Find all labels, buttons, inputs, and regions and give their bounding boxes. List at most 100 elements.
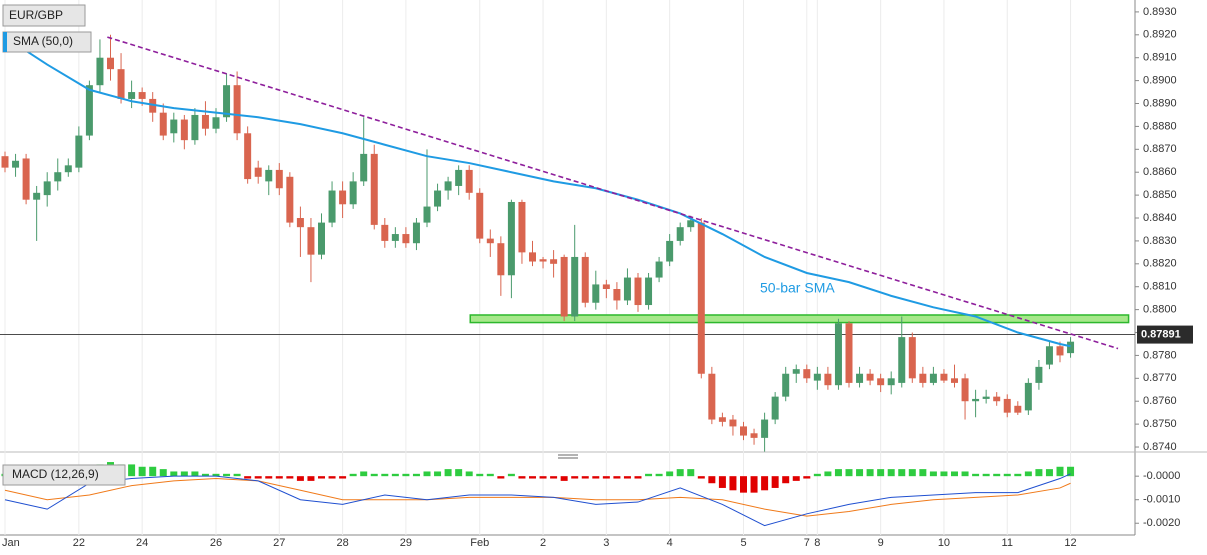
y-tick-label: 0.8810: [1143, 281, 1177, 293]
macd-histogram-bar: [581, 476, 589, 479]
macd-histogram-bar: [318, 476, 325, 479]
macd-histogram-bar: [307, 476, 315, 481]
candle-body: [265, 169, 273, 182]
macd-histogram-bar: [223, 473, 231, 477]
macd-histogram-bar: [539, 476, 547, 479]
candle-body: [349, 181, 357, 205]
candle-body: [771, 396, 779, 420]
candle-body: [623, 277, 631, 301]
x-tick-label: 2: [540, 537, 546, 549]
macd-histogram-bar: [645, 473, 653, 477]
y-tick-label: 0.8930: [1143, 6, 1177, 18]
macd-histogram-bar: [824, 471, 832, 477]
macd-histogram-bar: [929, 471, 937, 477]
candle-body: [12, 160, 20, 168]
candle-body: [908, 337, 916, 379]
candle-body: [518, 201, 526, 253]
x-tick-label: 3: [603, 537, 609, 549]
candle-body: [750, 433, 758, 438]
y-tick-label: 0.8740: [1143, 441, 1177, 453]
candle-body: [370, 153, 378, 225]
macd-histogram-bar: [1056, 466, 1064, 477]
macd-histogram-bar: [718, 476, 726, 488]
candle-body: [138, 92, 146, 99]
candle-body: [592, 284, 600, 303]
candle-body: [381, 224, 389, 241]
macd-histogram-bar: [149, 466, 157, 477]
candle-body: [22, 158, 30, 200]
current-price-label: 0.87891: [1141, 328, 1181, 340]
candle-body: [655, 261, 663, 278]
macd-histogram-bar: [434, 471, 442, 477]
x-tick-label: 9: [878, 537, 884, 549]
y-tick-label: 0.8890: [1143, 97, 1177, 109]
y-tick-label: 0.8750: [1143, 418, 1177, 430]
candle-body: [740, 426, 747, 436]
macd-tick-label: -0.0020: [1143, 517, 1180, 529]
candle-body: [423, 206, 431, 223]
candle-body: [412, 222, 420, 244]
x-tick-label: 7: [804, 537, 810, 549]
candle-body: [43, 181, 51, 196]
candle-body: [476, 192, 484, 239]
candle-body: [993, 396, 1001, 402]
macd-histogram-bar: [634, 476, 642, 479]
macd-legend-box[interactable]: [2, 464, 126, 486]
candle-body: [328, 190, 336, 223]
symbol-box[interactable]: [2, 4, 86, 27]
macd-histogram-bar: [497, 476, 505, 479]
macd-histogram-bar: [761, 476, 769, 491]
symbol-label: EUR/GBP: [9, 8, 63, 22]
macd-histogram-bar: [993, 473, 1001, 477]
candle-body: [170, 119, 178, 134]
candle-body: [961, 378, 969, 402]
y-tick-label: 0.8910: [1143, 52, 1177, 64]
sma-legend-label: SMA (50,0): [13, 34, 73, 48]
candle-body: [792, 369, 800, 374]
candle-body: [54, 172, 62, 182]
macd-histogram-bar: [286, 476, 294, 479]
macd-histogram-bar: [465, 471, 473, 477]
candle-body: [1, 156, 9, 168]
candle-body: [444, 181, 452, 191]
x-tick-label: 12: [1064, 537, 1076, 549]
macd-histogram-bar: [349, 473, 357, 477]
candle-body: [1024, 382, 1032, 411]
macd-histogram-bar: [623, 476, 631, 479]
candle-body: [1045, 346, 1053, 365]
candle-body: [666, 240, 674, 262]
x-tick-label: 22: [73, 537, 85, 549]
macd-histogram-bar: [877, 469, 885, 477]
x-tick-label: Jan: [2, 537, 20, 549]
candle-body: [507, 201, 515, 276]
candle-body: [718, 417, 726, 422]
panel-handle[interactable]: [558, 454, 578, 459]
y-tick-label: 0.8880: [1143, 120, 1177, 132]
current-price-box: [1137, 325, 1193, 344]
macd-histogram-bar: [476, 473, 484, 477]
macd-histogram-bar: [550, 476, 558, 479]
x-tick-label: 4: [667, 537, 673, 549]
y-tick-label: 0.8840: [1143, 212, 1177, 224]
candle-body: [602, 284, 610, 290]
macd-histogram-bar: [275, 476, 283, 479]
macd-tick-label: -0.0000: [1143, 470, 1180, 482]
macd-histogram-bar: [486, 473, 494, 477]
candle-body: [465, 169, 473, 193]
macd-histogram-bar: [233, 473, 241, 477]
macd-histogram-bar: [1024, 471, 1032, 477]
candle-body: [539, 259, 547, 262]
macd-histogram-bar: [771, 476, 779, 488]
macd-histogram-bar: [212, 473, 220, 477]
candle-body: [729, 419, 737, 427]
candle-body: [1067, 341, 1075, 354]
candle-body: [951, 378, 958, 383]
macd-histogram-bar: [370, 473, 378, 477]
candle-body: [782, 373, 790, 397]
macd-histogram-bar: [687, 469, 695, 477]
candle-body: [455, 169, 463, 186]
macd-histogram-bar: [402, 473, 410, 477]
x-tick-label: 27: [273, 537, 285, 549]
macd-histogram-bar: [856, 469, 864, 477]
